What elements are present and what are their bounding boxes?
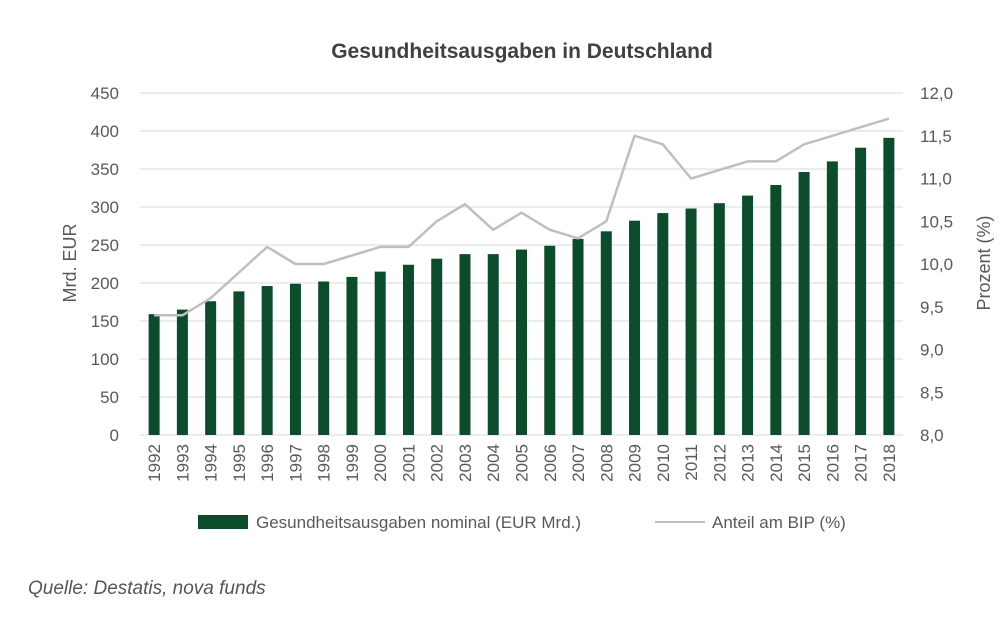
x-tick-label: 2017 [852, 444, 871, 482]
right-axis-ticks: 8,0 8,5 9,0 9,5 10,0 10,5 11,0 11,5 12,0 [920, 84, 953, 445]
x-tick-label: 2005 [513, 444, 532, 482]
right-tick-label: 11,0 [920, 170, 952, 189]
bar [205, 301, 217, 435]
x-tick-label: 1995 [230, 444, 249, 482]
left-tick-label: 150 [91, 312, 119, 331]
bar [374, 271, 386, 435]
chart-title: Gesundheitsausgaben in Deutschland [331, 40, 713, 63]
x-tick-label: 2016 [823, 444, 842, 482]
x-tick-label: 2013 [739, 444, 758, 482]
bar [742, 195, 754, 435]
left-tick-label: 250 [91, 236, 119, 255]
bar-series [148, 137, 895, 436]
x-tick-label: 2014 [767, 444, 786, 482]
bip-share-line [154, 117, 890, 317]
left-tick-label: 350 [91, 160, 119, 179]
x-tick-label: 1998 [315, 444, 334, 482]
legend-bar-label: Gesundheitsausgaben nominal (EUR Mrd.) [256, 513, 581, 532]
bar [770, 184, 782, 435]
right-tick-label: 10,5 [920, 212, 953, 231]
bar [459, 254, 471, 435]
x-axis-ticks: 1992 1993 1994 1995 1996 1997 1998 1999 2000 2001… [145, 444, 899, 482]
left-tick-label: 100 [91, 350, 119, 369]
bar [798, 172, 810, 436]
right-tick-label: 11,5 [920, 127, 952, 146]
x-tick-label: 1992 [145, 444, 164, 482]
x-tick-label: 2011 [682, 444, 701, 481]
source-caption: Quelle: Destatis, nova funds [28, 578, 266, 599]
bar [544, 245, 556, 435]
right-tick-label: 9,5 [920, 298, 944, 317]
bar [318, 281, 330, 435]
left-tick-label: 50 [100, 388, 119, 407]
bar [713, 203, 725, 435]
x-tick-label: 2000 [371, 444, 390, 482]
right-axis-label: Prozent (%) [974, 215, 994, 310]
line-series [154, 117, 890, 317]
bar [572, 238, 584, 435]
bar [883, 137, 895, 435]
bar [516, 249, 527, 435]
x-tick-label: 1993 [173, 444, 192, 482]
left-axis-label: Mrd. EUR [60, 223, 80, 302]
left-tick-label: 0 [110, 426, 119, 445]
left-tick-label: 300 [91, 198, 119, 217]
bar [346, 276, 358, 435]
left-tick-label: 450 [91, 84, 119, 103]
right-tick-label: 10,0 [920, 255, 953, 274]
x-tick-label: 2018 [880, 444, 899, 482]
bar [233, 291, 245, 435]
x-tick-label: 2012 [710, 444, 729, 482]
left-tick-label: 200 [91, 274, 119, 293]
right-tick-label: 12,0 [920, 84, 953, 103]
left-tick-label: 400 [91, 122, 119, 141]
legend: Gesundheitsausgaben nominal (EUR Mrd.) A… [198, 513, 846, 532]
x-tick-label: 2010 [654, 444, 673, 482]
right-tick-label: 8,0 [920, 426, 944, 445]
x-tick-label: 2003 [456, 444, 475, 482]
x-tick-label: 2015 [795, 444, 814, 482]
bar [176, 309, 188, 435]
bar [261, 286, 273, 435]
x-tick-label: 1997 [286, 444, 305, 482]
legend-line-label: Anteil am BIP (%) [712, 513, 846, 532]
bar [402, 264, 414, 435]
bar [629, 220, 641, 435]
health-spending-chart: Gesundheitsausgaben in Deutschland 0 50 10… [60, 40, 994, 532]
bar [289, 283, 301, 435]
x-tick-label: 1994 [202, 444, 221, 482]
bar [148, 314, 160, 435]
x-tick-label: 1996 [258, 444, 277, 482]
bar [855, 147, 867, 435]
right-tick-label: 9,0 [920, 341, 944, 360]
x-tick-label: 2007 [569, 444, 588, 482]
x-tick-label: 2001 [400, 444, 419, 482]
x-tick-label: 2006 [541, 444, 560, 482]
bar [685, 208, 697, 435]
bar [657, 213, 669, 435]
bar [826, 161, 838, 435]
x-tick-label: 1999 [343, 444, 362, 482]
right-tick-label: 8,5 [920, 383, 944, 402]
x-tick-label: 2008 [597, 444, 616, 482]
bar [431, 258, 443, 435]
x-tick-label: 2009 [626, 444, 645, 482]
legend-bar-swatch [198, 515, 248, 529]
left-axis-ticks: 0 50 100 150 200 250 300 350 400 450 [91, 84, 119, 445]
bar [487, 254, 499, 435]
bar [600, 231, 612, 435]
x-tick-label: 2004 [484, 444, 503, 482]
x-tick-label: 2002 [428, 444, 447, 482]
